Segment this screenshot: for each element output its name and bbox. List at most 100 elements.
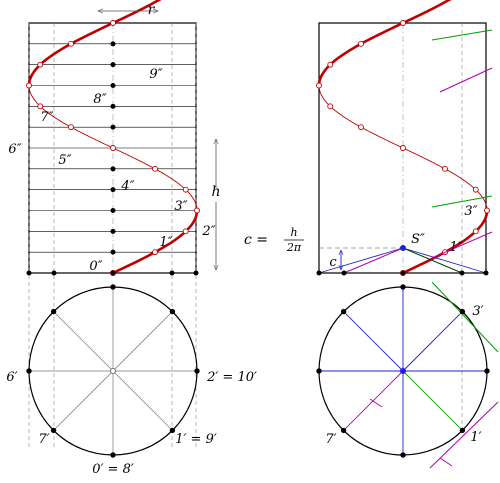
elev-label-2: 2″ [201,224,215,239]
vertical-projection-lines [28,23,197,450]
right-plan-dot-2 [400,452,406,458]
helix-point-9 [26,82,32,89]
plan-label-0-8: 0′ = 8′ [92,462,134,477]
right-plan-spoke-5 [343,311,404,372]
axis-dot-1 [110,249,116,255]
label-s-double-prime: S″ [411,232,425,247]
plan-dot-2 [110,452,116,458]
axis-dot-4 [110,187,116,193]
elev-label-6: 6″ [8,142,21,157]
cone-line-right [402,247,487,274]
plan-dot-1 [169,427,176,434]
plan-label-2-10: 2′ = 10′ [206,370,257,385]
plan-dot-5 [50,308,57,315]
base-dot-1 [51,270,57,276]
base-line-dots [26,270,199,276]
c-label: c [329,255,337,270]
helix-point-3 [194,207,200,214]
helix-point-4 [182,186,189,193]
plan-tick-mark [369,398,383,408]
plan-radial-lines [29,287,197,455]
base-dot-0 [26,270,32,276]
helix-point-right-4 [472,186,479,193]
helix-point-10 [37,61,44,68]
label-1-double-prime: 1″ [449,240,462,255]
helix-point-2 [182,228,189,235]
helix-point-8 [37,103,44,110]
right-base-dots [316,270,489,276]
right-plan-dot-4 [316,368,322,374]
plan-dot-3 [50,427,57,434]
tangent-line-1 [431,231,493,259]
elev-label-4: 4″ [120,179,134,194]
elev-label-1: 1″ [159,235,172,250]
elev-label-8: 8″ [93,92,106,107]
left-plan-view: 6′ 7′ 0′ = 8′ 1′ = 9′ 2′ = 10′ [6,284,257,477]
plan-dot-7 [169,308,176,315]
label-3-double-prime: 3″ [464,204,477,219]
h-label: h [211,184,220,200]
right-base-dot-3 [459,270,465,276]
helix-point-right-3 [484,207,490,214]
helix-point-right-8 [327,103,334,110]
helix-point-right-6 [400,145,406,151]
apex-point-s [400,245,406,251]
tangent-line-3 [431,195,493,208]
formula-denominator: 2π [286,241,302,254]
elev-label-3: 3″ [174,199,187,214]
helix-point-right-7 [358,124,364,131]
plan-label-7: 7′ [38,432,49,447]
plan-center-right [400,368,406,374]
plan-spoke-7 [112,311,173,372]
rplan-label-3: 3′ [472,304,483,319]
plan-tick-mark-2 [439,457,453,467]
right-elevation-view: c c = h 2π S″ 1″ 3″ [244,0,493,430]
helix-point-right-10 [327,61,334,68]
axis-dot-7 [110,124,116,130]
right-plan-spoke-7 [402,311,463,372]
right-plan-view: 3′ 7′ 1′ [316,281,499,469]
axis-dot-10 [110,62,116,68]
r-label: r [148,2,156,18]
axis-dot-2 [110,228,116,234]
formula-lhs: c = [244,232,268,248]
plan-dot-0 [194,368,200,374]
right-plan-spoke-1 [402,370,463,431]
axis-dot-3 [110,208,116,213]
right-plan-dot-5 [340,308,347,315]
tangent-line-top-green [431,29,493,41]
plan-tangent-3 [431,281,499,353]
left-elevation-view: r h 0″ 1″ 2″ 3″ 4″ 5″ 6″ 7″ 8″ 9″ [8,0,221,450]
plan-spoke-3 [53,370,114,431]
elev-label-7: 7″ [40,110,53,125]
helix-point-12 [110,20,116,26]
base-dot-2 [110,270,116,276]
plan-dot-4 [26,368,32,374]
right-base-dot-1 [341,270,347,276]
right-base-dot-4 [483,270,489,276]
helix-point-right-2 [472,228,479,235]
right-plan-dot-0 [484,368,490,374]
right-plan-dot-7 [459,308,466,315]
plan-center-left [110,368,116,374]
axis-dot-9 [110,83,116,88]
cone-line-dark [402,247,463,274]
right-base-dot-0 [316,270,322,276]
elev-label-5: 5″ [58,153,71,168]
helix-point-right-12 [400,20,406,26]
plan-label-6: 6′ [6,370,17,385]
right-plan-division-dots [316,284,490,458]
helix-point-markers-right [316,20,490,276]
base-dot-4 [193,270,199,276]
helix-point-5 [152,165,158,172]
plan-tangent-1 [429,401,499,469]
plan-division-dots [26,284,200,458]
axis-dot-5 [110,166,116,172]
axis-dot-11 [110,41,116,47]
plan-spoke-1 [112,370,173,431]
elev-label-0: 0″ [89,259,102,274]
formula-numerator: h [290,226,297,239]
right-plan-dot-1 [459,427,466,434]
base-dot-3 [169,270,175,276]
